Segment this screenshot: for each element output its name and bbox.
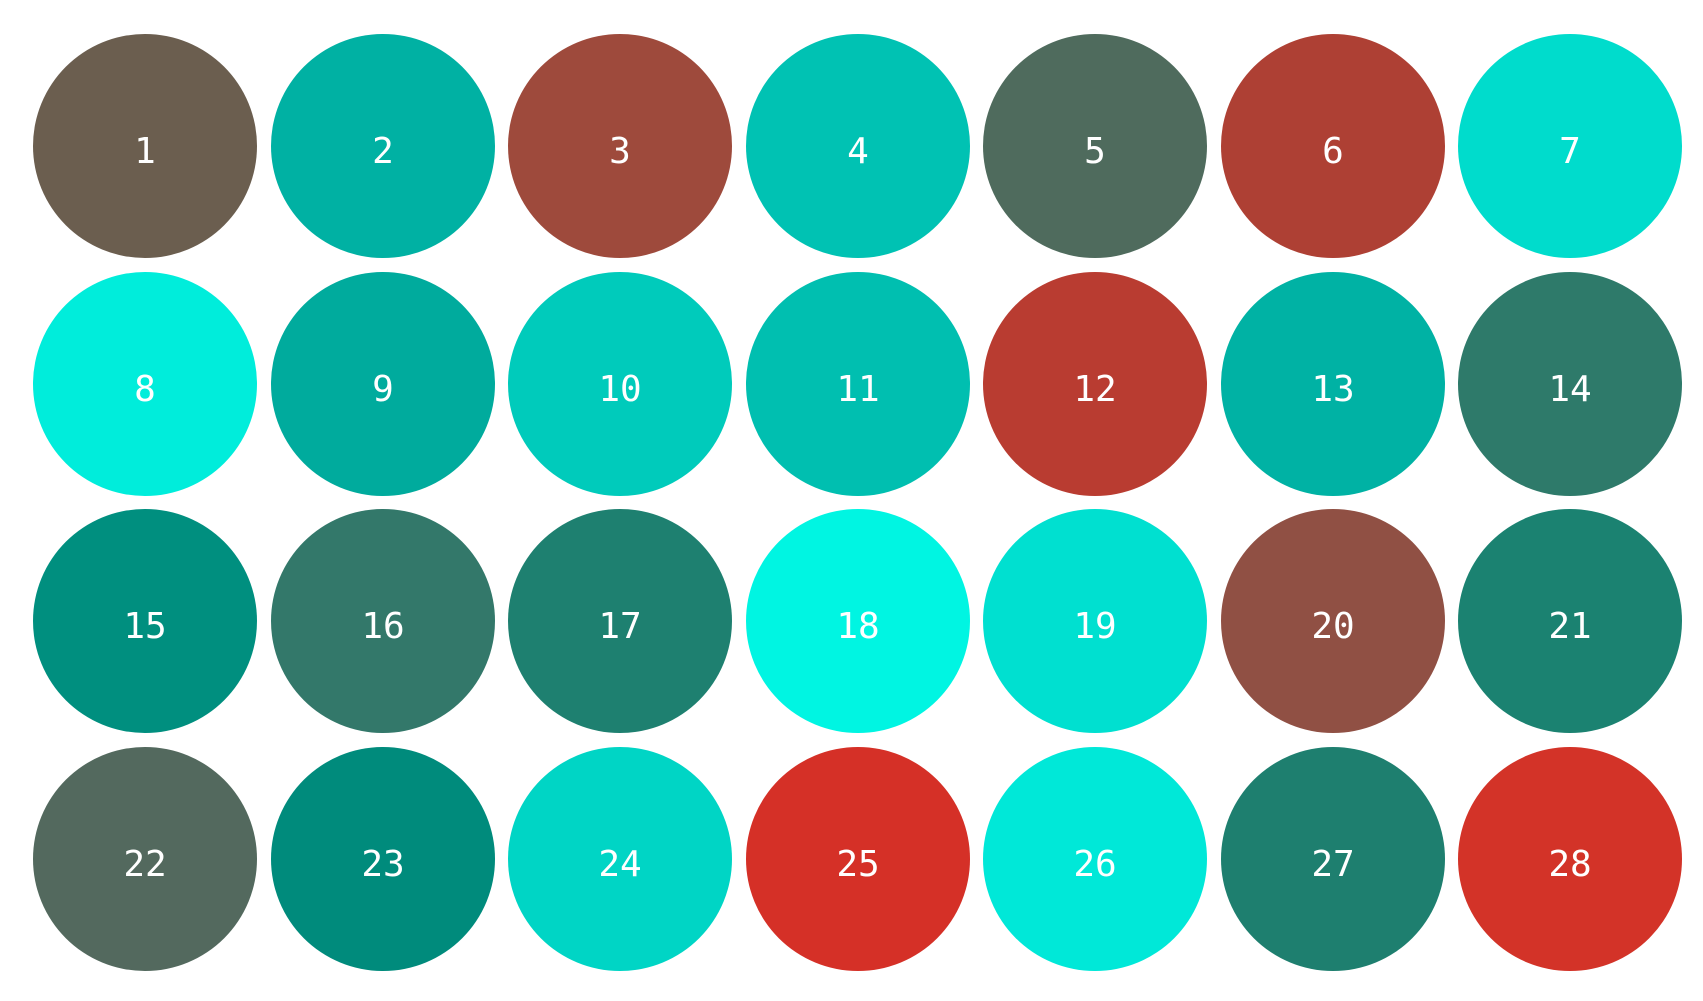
circle-label: 13 <box>1311 368 1355 410</box>
circle-15[interactable]: 15 <box>33 509 257 733</box>
circle-label: 3 <box>609 130 631 172</box>
circle-18[interactable]: 18 <box>746 509 970 733</box>
circle-16[interactable]: 16 <box>271 509 495 733</box>
circle-label: 16 <box>361 605 405 647</box>
circle-label: 11 <box>836 368 880 410</box>
circle-13[interactable]: 13 <box>1221 272 1445 496</box>
circle-4[interactable]: 4 <box>746 34 970 258</box>
circle-label: 20 <box>1311 605 1355 647</box>
circle-5[interactable]: 5 <box>983 34 1207 258</box>
circle-26[interactable]: 26 <box>983 747 1207 971</box>
circle-label: 25 <box>836 843 880 885</box>
circle-label: 15 <box>123 605 167 647</box>
circle-label: 27 <box>1311 843 1355 885</box>
circle-label: 7 <box>1559 130 1581 172</box>
circle-label: 12 <box>1073 368 1117 410</box>
circle-8[interactable]: 8 <box>33 272 257 496</box>
circle-label: 14 <box>1548 368 1592 410</box>
circle-24[interactable]: 24 <box>508 747 732 971</box>
circle-28[interactable]: 28 <box>1458 747 1682 971</box>
circle-12[interactable]: 12 <box>983 272 1207 496</box>
circle-label: 5 <box>1084 130 1106 172</box>
circle-19[interactable]: 19 <box>983 509 1207 733</box>
circle-label: 9 <box>372 368 394 410</box>
circle-label: 17 <box>598 605 642 647</box>
circle-10[interactable]: 10 <box>508 272 732 496</box>
circle-9[interactable]: 9 <box>271 272 495 496</box>
circle-20[interactable]: 20 <box>1221 509 1445 733</box>
circle-17[interactable]: 17 <box>508 509 732 733</box>
circle-label: 28 <box>1548 843 1592 885</box>
circle-23[interactable]: 23 <box>271 747 495 971</box>
circle-1[interactable]: 1 <box>33 34 257 258</box>
circle-27[interactable]: 27 <box>1221 747 1445 971</box>
circle-label: 26 <box>1073 843 1117 885</box>
circle-label: 22 <box>123 843 167 885</box>
circle-11[interactable]: 11 <box>746 272 970 496</box>
circle-label: 18 <box>836 605 880 647</box>
circle-label: 4 <box>847 130 869 172</box>
circle-label: 8 <box>134 368 156 410</box>
circle-7[interactable]: 7 <box>1458 34 1682 258</box>
circle-3[interactable]: 3 <box>508 34 732 258</box>
circle-6[interactable]: 6 <box>1221 34 1445 258</box>
circle-14[interactable]: 14 <box>1458 272 1682 496</box>
circle-label: 1 <box>134 130 156 172</box>
circle-label: 10 <box>598 368 642 410</box>
circle-22[interactable]: 22 <box>33 747 257 971</box>
circle-label: 6 <box>1322 130 1344 172</box>
circle-label: 23 <box>361 843 405 885</box>
circle-label: 2 <box>372 130 394 172</box>
circle-25[interactable]: 25 <box>746 747 970 971</box>
circle-label: 21 <box>1548 605 1592 647</box>
circle-label: 19 <box>1073 605 1117 647</box>
circle-2[interactable]: 2 <box>271 34 495 258</box>
circle-label: 24 <box>598 843 642 885</box>
circle-21[interactable]: 21 <box>1458 509 1682 733</box>
